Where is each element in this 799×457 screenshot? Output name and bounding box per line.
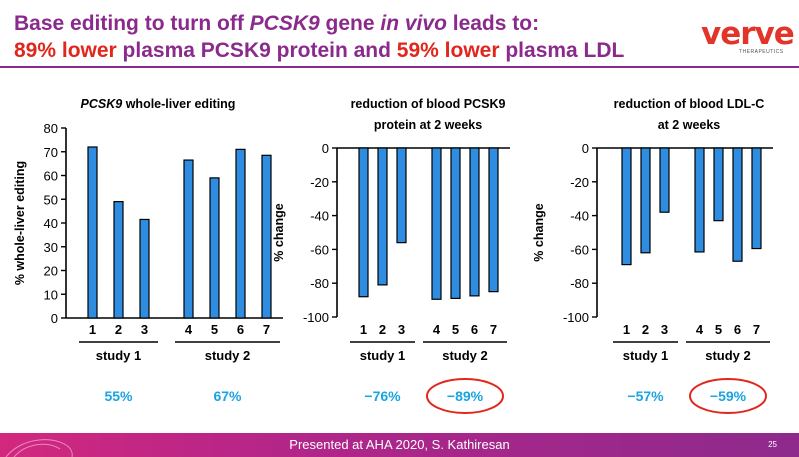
y-axis-label: % change — [272, 203, 286, 261]
y-tick-label: 0 — [322, 141, 329, 156]
group-summary: 67% — [213, 388, 242, 404]
category-label: 7 — [263, 322, 270, 337]
logo-subtitle: THERAPEUTICS — [739, 49, 784, 55]
group-summary: −76% — [364, 388, 401, 404]
y-tick-label: 60 — [44, 169, 58, 184]
category-label: 2 — [379, 322, 386, 337]
group-summary: −57% — [627, 388, 664, 404]
footer-swirl-icon — [5, 439, 73, 457]
bar-6 — [469, 147, 480, 297]
group-summary: −59% — [710, 388, 747, 404]
y-axis-label: % change — [532, 203, 546, 261]
chart-title-line-2: protein at 2 weeks — [374, 118, 482, 132]
chart-title-line-2: at 2 weeks — [658, 118, 721, 132]
category-label: 5 — [715, 322, 722, 337]
y-tick-label: -80 — [570, 276, 589, 291]
bar-7 — [261, 154, 272, 319]
footer-citation: Presented at AHA 2020, S. Kathiresan — [289, 437, 510, 452]
title-divider — [0, 66, 799, 68]
bar-6 — [732, 147, 743, 262]
bar-2 — [640, 147, 651, 254]
category-label: 3 — [398, 322, 405, 337]
bar-4 — [431, 147, 442, 300]
category-label: 1 — [89, 322, 96, 337]
bar-2 — [377, 147, 388, 286]
category-label: 4 — [185, 322, 193, 337]
group-label: study 2 — [705, 348, 751, 363]
category-label: 2 — [115, 322, 122, 337]
group-summary: −89% — [447, 388, 484, 404]
category-label: 5 — [452, 322, 459, 337]
y-tick-label: -40 — [310, 209, 329, 224]
group-label: study 1 — [360, 348, 406, 363]
y-tick-label: -40 — [570, 209, 589, 224]
chart-title: PCSK9 whole-liver editing — [81, 97, 236, 111]
group-label: study 1 — [96, 348, 142, 363]
y-tick-label: -80 — [310, 276, 329, 291]
y-tick-label: -100 — [303, 310, 329, 325]
bar-5 — [450, 147, 461, 300]
page-number: 25 — [768, 440, 777, 449]
logo-wordmark: verve — [701, 16, 795, 52]
y-tick-label: 80 — [44, 121, 58, 136]
slide-title: Base editing to turn off PCSK9 gene in v… — [14, 10, 624, 64]
group-label: study 2 — [442, 348, 488, 363]
category-label: 7 — [490, 322, 497, 337]
category-label: 3 — [141, 322, 148, 337]
y-tick-label: -20 — [570, 175, 589, 190]
category-label: 4 — [433, 322, 441, 337]
highlight-circle — [689, 378, 767, 414]
bar-3 — [396, 147, 407, 244]
y-tick-label: 0 — [51, 311, 58, 326]
group-label: study 1 — [623, 348, 669, 363]
y-tick-label: -20 — [310, 175, 329, 190]
category-label: 3 — [661, 322, 668, 337]
chart-title-line-1: reduction of blood LDL-C — [614, 97, 765, 111]
y-tick-label: -100 — [563, 310, 589, 325]
y-tick-label: -60 — [310, 242, 329, 257]
bar-4 — [183, 159, 194, 319]
highlight-circle — [426, 378, 504, 414]
bar-4 — [694, 147, 705, 253]
y-tick-label: 50 — [44, 192, 58, 207]
y-tick-label: 30 — [44, 240, 58, 255]
bar-1 — [87, 146, 98, 319]
y-tick-label: 0 — [582, 141, 589, 156]
category-label: 6 — [734, 322, 741, 337]
category-label: 1 — [623, 322, 630, 337]
y-tick-label: -60 — [570, 242, 589, 257]
group-summary: 55% — [104, 388, 133, 404]
footer-bar: Presented at AHA 2020, S. Kathiresan 25 — [0, 433, 799, 457]
category-label: 7 — [753, 322, 760, 337]
bar-6 — [235, 148, 246, 319]
bar-2 — [113, 201, 124, 319]
y-tick-label: 20 — [44, 264, 58, 279]
y-axis-label: % whole-liver editing — [13, 161, 27, 285]
bar-7 — [488, 147, 499, 293]
category-label: 6 — [237, 322, 244, 337]
category-label: 2 — [642, 322, 649, 337]
category-label: 5 — [211, 322, 218, 337]
bar-7 — [751, 147, 762, 250]
bar-1 — [358, 147, 369, 298]
y-tick-label: 10 — [44, 287, 58, 302]
y-tick-label: 70 — [44, 145, 58, 160]
bar-5 — [209, 177, 220, 319]
chart-title-line-1: reduction of blood PCSK9 — [351, 97, 506, 111]
verve-logo: verve THERAPEUTICS — [701, 16, 795, 60]
category-label: 4 — [696, 322, 704, 337]
title-line-2: 89% lower plasma PCSK9 protein and 59% l… — [14, 39, 625, 62]
charts-area: PCSK9 whole-liver editing010203040506070… — [13, 97, 773, 414]
y-tick-label: 40 — [44, 216, 58, 231]
category-label: 1 — [360, 322, 367, 337]
bar-1 — [621, 147, 632, 266]
category-label: 6 — [471, 322, 478, 337]
title-line-1: Base editing to turn off PCSK9 gene in v… — [14, 12, 540, 35]
group-label: study 2 — [205, 348, 251, 363]
bar-3 — [139, 218, 150, 319]
bar-3 — [659, 147, 670, 213]
bar-5 — [713, 147, 724, 222]
